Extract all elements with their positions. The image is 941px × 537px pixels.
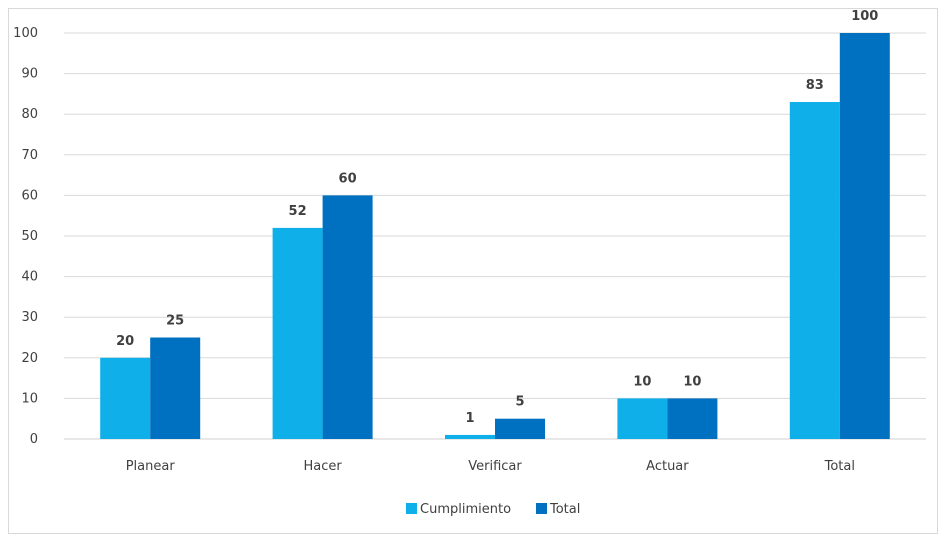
y-tick-label: 90 [21,67,38,82]
x-tick-label: Actuar [646,459,689,474]
x-tick-label: Planear [126,459,176,474]
data-label: 10 [683,374,701,389]
data-label: 83 [806,78,824,93]
y-tick-label: 20 [21,351,38,366]
bar-total-hacer [322,195,373,439]
data-label: 25 [166,314,184,329]
bar-total-total [839,33,890,439]
y-tick-label: 30 [21,310,38,325]
x-tick-label: Hacer [303,459,342,474]
data-label: 20 [116,334,134,349]
bar-total-verificar [495,418,545,439]
data-label: 10 [633,374,651,389]
bar-cumplimiento-total [789,102,840,440]
legend-label-total: Total [549,502,580,517]
data-label: 1 [465,411,474,426]
y-tick-label: 40 [21,270,38,285]
data-label: 52 [289,204,307,219]
bar-total-planear [150,337,201,439]
data-label: 100 [851,9,878,24]
x-tick-label: Verificar [468,459,522,474]
y-tick-label: 0 [30,432,38,447]
legend-label-cumplimiento: Cumplimiento [420,502,511,517]
y-tick-label: 60 [21,188,38,203]
bar-cumplimiento-actuar [617,398,668,439]
data-label: 5 [515,395,524,410]
y-tick-label: 50 [21,229,38,244]
bar-cumplimiento-verificar [445,434,495,439]
legend-swatch-cumplimiento [406,503,417,514]
legend-swatch-total [536,503,547,514]
x-tick-label: Total [824,459,855,474]
y-tick-label: 10 [21,391,38,406]
bar-cumplimiento-planear [100,357,151,439]
chart-frame [8,8,938,534]
y-tick-label: 70 [21,148,38,163]
y-tick-label: 80 [21,107,38,122]
data-label: 60 [339,171,357,186]
y-tick-label: 100 [13,26,38,41]
bar-total-actuar [667,398,718,439]
bar-cumplimiento-hacer [272,227,323,439]
